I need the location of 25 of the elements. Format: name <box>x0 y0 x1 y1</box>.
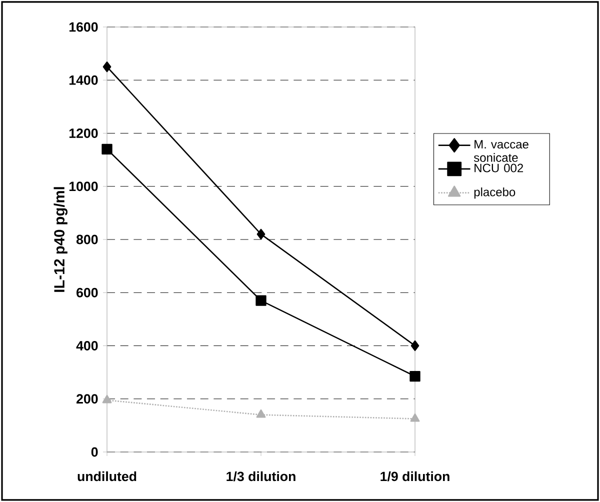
y-tick-label: 1600 <box>69 22 98 32</box>
legend-label: NCU 002 <box>474 164 524 172</box>
x-tick-label: 1/9 dilution <box>380 471 450 482</box>
point <box>256 228 266 240</box>
y-tick-label: 1000 <box>69 182 98 192</box>
y-tick-label: 600 <box>76 288 98 298</box>
point <box>410 340 420 352</box>
y-axis-title: IL-12 p40 pg/ml <box>54 187 68 292</box>
point <box>256 295 266 306</box>
point <box>256 409 266 418</box>
x-tick-label: undiluted <box>78 471 136 482</box>
point <box>102 144 112 155</box>
point <box>410 370 420 382</box>
point <box>102 394 112 404</box>
legend-label: placebo <box>474 187 516 199</box>
y-tick-label: 1400 <box>69 75 98 85</box>
x-tick-label: 1/3 dilution <box>226 471 296 482</box>
legend-label: M. vaccae sonicate <box>474 140 528 162</box>
y-tick-label: 800 <box>76 234 98 244</box>
point <box>410 413 420 422</box>
y-tick-label: 200 <box>76 394 98 404</box>
y-tick-label: 400 <box>76 341 98 350</box>
y-tick-label: 1200 <box>69 128 98 138</box>
y-tick-label: 0 <box>91 447 98 457</box>
point <box>102 62 112 72</box>
